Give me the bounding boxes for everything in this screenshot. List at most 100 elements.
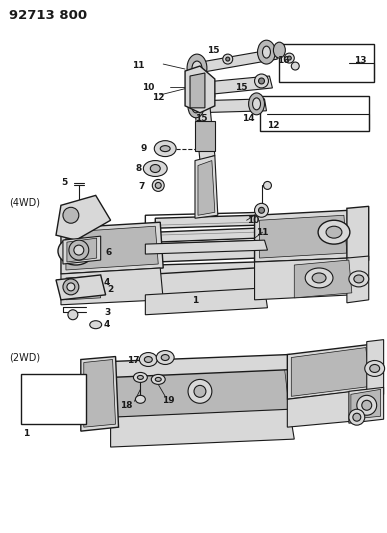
Text: 19: 19 [162,397,175,405]
Circle shape [63,207,79,223]
Ellipse shape [156,351,174,365]
Polygon shape [146,240,267,254]
Ellipse shape [257,40,276,64]
Polygon shape [291,348,371,397]
Polygon shape [195,99,267,113]
Polygon shape [195,49,277,73]
Polygon shape [294,260,352,298]
Polygon shape [347,256,369,303]
Polygon shape [155,268,257,296]
Polygon shape [111,354,294,377]
Polygon shape [347,206,369,264]
Polygon shape [84,360,116,427]
Circle shape [362,400,372,410]
Polygon shape [155,262,257,276]
Text: 16: 16 [277,56,290,65]
Polygon shape [66,276,101,300]
Text: 18: 18 [120,401,133,410]
Polygon shape [67,238,97,262]
Text: 2: 2 [108,285,114,294]
Circle shape [74,245,84,255]
Polygon shape [61,222,163,274]
Text: 11: 11 [255,228,268,237]
Circle shape [349,409,365,425]
Ellipse shape [187,54,207,82]
Polygon shape [155,246,257,262]
Polygon shape [56,196,111,240]
Polygon shape [61,268,163,305]
Polygon shape [195,156,218,218]
Ellipse shape [58,237,94,265]
Circle shape [68,310,78,320]
Bar [195,121,215,151]
Circle shape [291,62,299,70]
Circle shape [208,94,212,98]
Polygon shape [56,275,106,300]
Ellipse shape [253,98,260,110]
Polygon shape [146,288,267,315]
Ellipse shape [160,146,170,151]
Ellipse shape [90,278,102,286]
Text: 8: 8 [135,164,142,173]
Ellipse shape [90,321,102,329]
Text: 1: 1 [192,296,198,305]
Text: 6: 6 [106,248,112,257]
Ellipse shape [137,375,143,379]
Polygon shape [198,160,215,215]
Polygon shape [255,258,352,300]
Text: 5: 5 [61,179,67,188]
Ellipse shape [370,365,380,373]
Polygon shape [349,387,384,423]
Ellipse shape [151,375,165,384]
Polygon shape [111,361,294,421]
Ellipse shape [192,61,202,75]
Polygon shape [155,228,257,242]
Circle shape [188,379,212,403]
Polygon shape [66,226,158,270]
Ellipse shape [143,160,167,176]
Ellipse shape [144,357,152,362]
Text: 14: 14 [241,114,254,123]
Polygon shape [116,367,289,417]
Ellipse shape [248,93,264,115]
Polygon shape [111,409,294,447]
Circle shape [152,180,164,191]
Circle shape [194,385,206,397]
Ellipse shape [188,96,204,118]
Text: 10: 10 [142,83,155,92]
Bar [21,375,86,424]
Text: 10: 10 [247,216,259,225]
Ellipse shape [274,42,285,58]
Circle shape [155,182,161,188]
Polygon shape [195,76,272,96]
Bar [279,44,374,82]
Ellipse shape [135,395,146,403]
Polygon shape [287,345,374,399]
Text: 15: 15 [235,83,247,92]
Circle shape [69,240,89,260]
Bar [260,96,369,131]
Polygon shape [185,66,215,113]
Polygon shape [255,211,352,262]
Ellipse shape [192,101,200,113]
Circle shape [287,56,291,60]
Ellipse shape [318,220,350,244]
Ellipse shape [134,373,147,382]
Text: (4WD): (4WD) [9,197,40,207]
Polygon shape [260,215,347,258]
Ellipse shape [262,46,271,58]
Text: 12: 12 [152,93,165,102]
Polygon shape [190,73,205,108]
Text: 3: 3 [104,308,111,317]
Ellipse shape [305,268,333,288]
Text: 4: 4 [104,278,110,287]
Ellipse shape [349,271,369,287]
Ellipse shape [93,280,99,284]
Polygon shape [195,106,215,160]
Text: 15: 15 [195,114,207,123]
Circle shape [259,78,264,84]
Ellipse shape [154,141,176,157]
Polygon shape [351,389,381,419]
Ellipse shape [326,226,342,238]
Polygon shape [81,357,118,431]
